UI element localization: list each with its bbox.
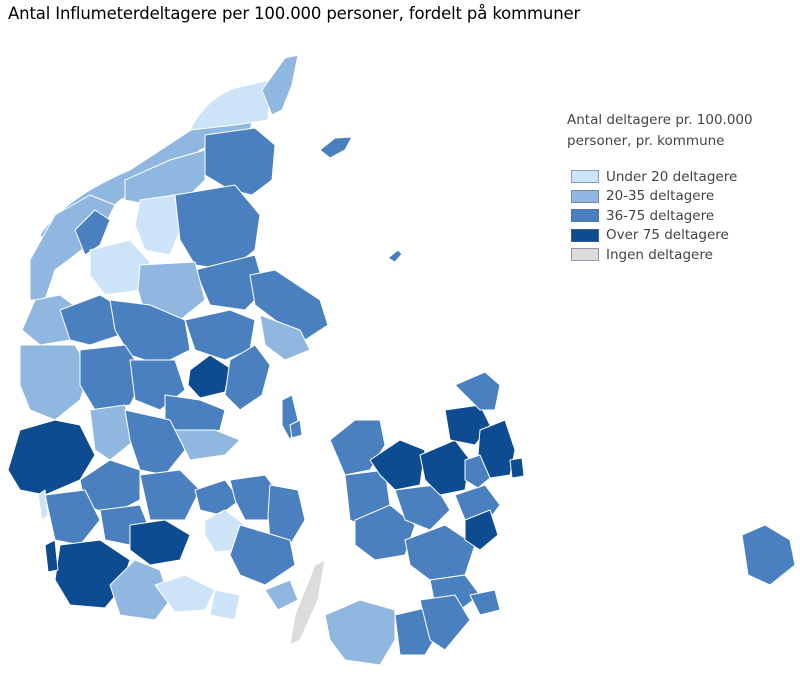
region-stevns[interactable] — [464, 509, 499, 551]
region-morsoe[interactable] — [74, 209, 111, 256]
region-aarhus[interactable] — [224, 344, 271, 411]
region-herning[interactable] — [79, 344, 146, 411]
map-title: Antal Influmeterdeltagere per 100.000 pe… — [8, 4, 581, 23]
region-ringkoebing[interactable] — [19, 344, 91, 421]
legend-title: Antal deltagere pr. 100.000 personer, pr… — [567, 112, 753, 149]
legend-label: 36-75 deltagere — [606, 207, 715, 224]
region-faaborg-svendborg[interactable] — [229, 524, 296, 586]
region-vordingborg[interactable] — [419, 594, 471, 651]
legend-swatch — [571, 228, 599, 242]
legend-label: 20-35 deltagere — [606, 188, 715, 205]
island-laesoe[interactable] — [319, 136, 353, 159]
region-copenhagen[interactable] — [477, 419, 516, 479]
region-ikast-brande[interactable] — [89, 404, 136, 461]
region-helsingoer[interactable] — [454, 371, 501, 411]
island-sejeroe[interactable] — [289, 419, 303, 439]
region-hjorring[interactable] — [124, 149, 206, 206]
legend-item-none: Ingen deltagere — [567, 245, 767, 265]
legend-item-under-20: Under 20 deltagere — [567, 167, 767, 187]
region-varde[interactable] — [7, 419, 96, 496]
region-haderslev[interactable] — [129, 519, 191, 566]
legend-swatch — [571, 248, 599, 262]
legend-item-over-75: Over 75 deltagere — [567, 226, 767, 246]
region-djursland-north[interactable] — [249, 269, 329, 341]
island-roemoe[interactable] — [44, 539, 59, 573]
island-bornholm[interactable] — [741, 524, 796, 586]
region-lolland[interactable] — [324, 599, 396, 666]
legend-item-20-35: 20-35 deltagere — [567, 187, 767, 207]
legend-label: Over 75 deltagere — [606, 227, 729, 244]
legend-item-36-75: 36-75 deltagere — [567, 206, 767, 226]
region-kolding[interactable] — [139, 469, 201, 521]
map-legend: Antal deltagere pr. 100.000 personer, pr… — [567, 110, 767, 265]
island-anholt[interactable] — [387, 249, 403, 263]
region-soroe-ringsted[interactable] — [394, 484, 451, 531]
region-toender[interactable] — [54, 539, 131, 609]
region-jammerbugt[interactable] — [134, 194, 181, 256]
region-slagelse[interactable] — [354, 504, 416, 561]
island-als[interactable] — [209, 589, 241, 621]
region-holbaek[interactable] — [369, 439, 426, 491]
island-amager[interactable] — [509, 457, 525, 479]
legend-swatch — [571, 209, 599, 223]
legend-swatch — [571, 189, 599, 203]
region-skagen-tip[interactable] — [261, 54, 299, 116]
island-moen[interactable] — [469, 589, 501, 616]
region-soenderborg[interactable] — [154, 574, 216, 613]
region-frederikshavn[interactable] — [204, 127, 276, 196]
region-middelfart[interactable] — [194, 479, 241, 516]
region-viborg[interactable] — [109, 299, 191, 366]
legend-label: Ingen deltagere — [606, 246, 713, 263]
region-horsens[interactable] — [174, 429, 241, 461]
region-skagen[interactable] — [189, 79, 271, 131]
region-favrskov[interactable] — [187, 354, 231, 399]
region-esbjerg[interactable] — [44, 489, 101, 546]
island-fanoe[interactable] — [37, 489, 49, 521]
legend-label: Under 20 deltagere — [606, 168, 738, 185]
island-langeland[interactable] — [289, 559, 326, 646]
island-taasinge-aeroe[interactable] — [264, 579, 299, 611]
region-djursland-south[interactable] — [259, 314, 311, 361]
legend-swatch — [571, 170, 599, 184]
region-copenhagen-west[interactable] — [464, 454, 491, 489]
